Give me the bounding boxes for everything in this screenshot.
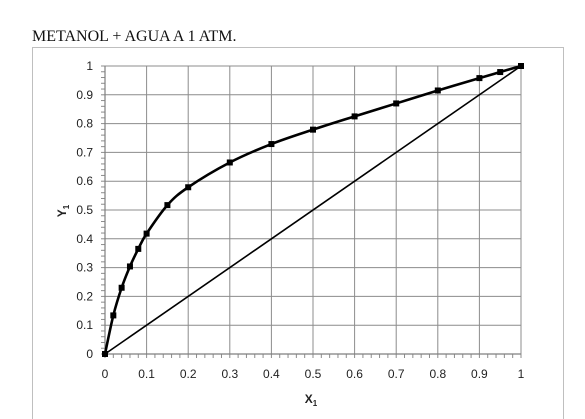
data-point	[110, 312, 117, 319]
x-tick-label: 0.8	[429, 367, 446, 381]
x-tick-label: 0	[102, 367, 109, 381]
y-tick-label: 0.3	[76, 261, 93, 275]
data-point	[351, 113, 358, 120]
x-tick-label: 0.1	[138, 367, 155, 381]
x-tick-label: 0.5	[305, 367, 322, 381]
y-tick-label: 0.1	[76, 318, 93, 332]
data-point	[393, 100, 400, 107]
data-point	[185, 184, 192, 191]
data-point	[497, 69, 504, 76]
data-point	[164, 202, 171, 209]
y-tick-label: 1	[86, 59, 93, 73]
data-point	[143, 230, 150, 237]
data-point	[476, 75, 483, 82]
series-group	[102, 63, 524, 357]
data-point	[126, 263, 133, 270]
x-axis-label: X1	[305, 392, 318, 408]
y-tick-label: 0.4	[76, 232, 93, 246]
data-point	[434, 87, 441, 94]
diagonal-line	[104, 65, 522, 355]
x-tick-label: 0.4	[263, 367, 280, 381]
x-tick-label: 0.7	[388, 367, 405, 381]
y-tick-label: 0.7	[76, 145, 93, 159]
y-tick-label: 0.8	[76, 117, 93, 131]
y-tick-label: 0.5	[76, 203, 93, 217]
data-point	[310, 126, 316, 133]
x-tick-label: 0.2	[180, 367, 197, 381]
chart-title: METANOL + AGUA A 1 ATM.	[32, 28, 237, 45]
data-point	[135, 245, 142, 252]
data-point	[268, 141, 275, 148]
y-tick-label: 0.9	[76, 88, 93, 102]
tick-labels: 0 0.1 0.2 0.3 0.4 0.5 0.6 0.7 0.8 0.9 1 0 0.1 0.2 0.3 0…	[76, 59, 524, 381]
x-tick-label: 0.3	[221, 367, 238, 381]
chart-frame	[32, 47, 564, 419]
x-tick-label: 1	[518, 367, 525, 381]
minor-ticks	[101, 65, 522, 358]
x-tick-label: 0.6	[346, 367, 363, 381]
axes	[104, 66, 521, 355]
x-tick-label: 0.9	[471, 367, 488, 381]
data-point	[226, 159, 233, 166]
y-tick-label: 0.6	[76, 174, 93, 188]
data-point	[118, 284, 125, 291]
y-tick-label: 0	[86, 347, 93, 361]
y-axis-label: Y1	[55, 204, 71, 217]
y-tick-label: 0.2	[76, 289, 93, 303]
